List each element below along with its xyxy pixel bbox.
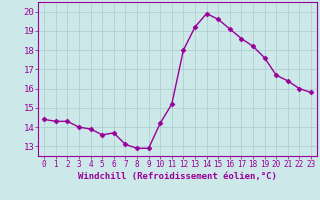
X-axis label: Windchill (Refroidissement éolien,°C): Windchill (Refroidissement éolien,°C)	[78, 172, 277, 181]
